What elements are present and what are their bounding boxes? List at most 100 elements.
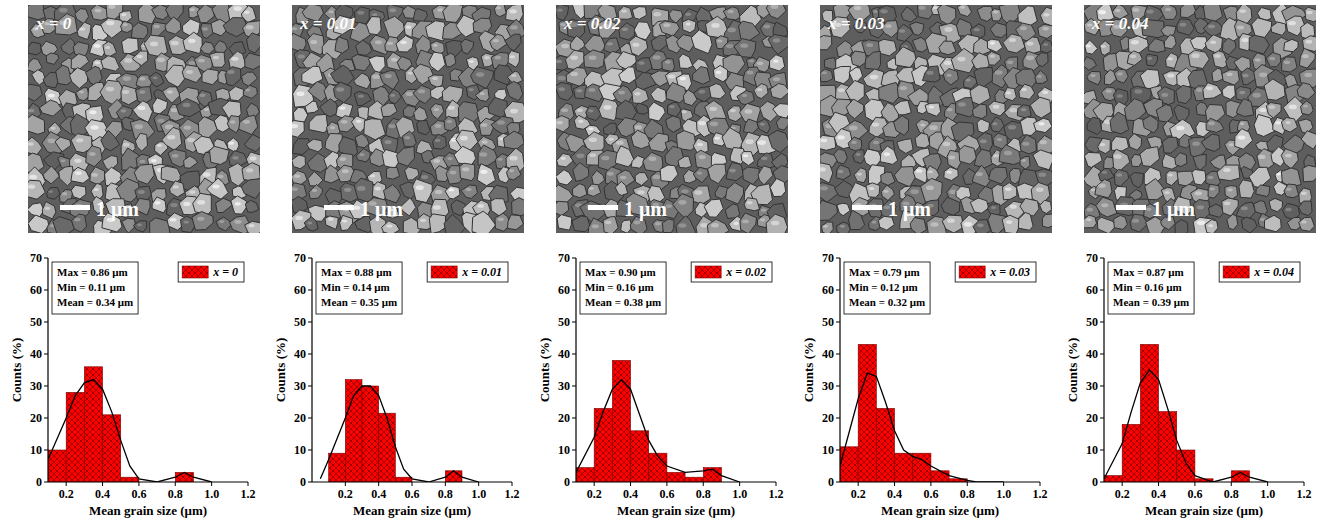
grain-highlight [106,21,114,26]
grain-highlight [995,70,1003,75]
grain [1033,150,1052,170]
grain [988,101,1005,116]
y-tick-label: 10 [30,443,42,457]
grain-highlight [990,41,996,44]
grain-highlight [123,23,128,26]
grain-highlight [139,77,145,81]
grain-highlight [678,223,686,227]
x-tick-label: 1.2 [241,487,256,501]
y-axis [1103,258,1104,482]
grain-highlight [1027,42,1034,46]
grain-highlight [1101,203,1108,207]
grain [429,52,445,72]
grain-highlight [668,74,675,78]
grain [382,150,399,169]
grain [1162,137,1178,153]
histogram-bar [612,360,630,482]
grain [944,167,958,181]
grain [1298,119,1313,134]
grain [42,201,56,219]
grain [454,146,476,165]
x-tick-label: 0.8 [438,487,453,501]
y-tick [308,450,312,451]
histogram-panel: 0102030405060700.20.40.60.81.01.2Mean gr… [273,251,520,518]
y-tick [308,386,312,387]
grain-highlight [235,202,241,206]
y-tick [44,418,48,419]
histogram-bar [395,477,412,482]
grain [853,150,865,164]
grain-highlight [681,189,688,193]
grain-highlight [589,153,596,157]
grain-highlight [1210,41,1216,45]
grain-highlight [250,156,257,160]
y-tick [572,418,576,419]
grain-highlight [357,186,365,191]
grain-highlight [558,76,566,81]
grain [1174,105,1189,122]
grain [505,34,521,51]
grain-highlight [561,44,569,49]
grain-highlight [416,185,424,190]
annotation: Min = 0.12 μm [849,281,918,293]
y-tick [836,258,840,259]
grain-highlight [570,72,578,76]
y-tick [836,290,840,291]
grain [28,42,41,55]
grain [880,146,898,164]
grain [866,183,880,198]
grain-highlight [172,154,179,158]
y-tick [572,354,576,355]
grain-highlight [840,225,845,228]
grain-highlight [761,209,767,212]
grain [901,7,917,22]
grain-highlight [1286,188,1292,191]
grain [1209,204,1224,217]
grain [200,42,214,54]
annotation-frame [844,262,930,314]
grain-highlight [385,74,392,78]
grain [1130,214,1148,232]
histogram-bar [175,472,193,482]
grain-highlight [838,170,843,173]
grain [197,5,214,23]
grain [90,167,105,185]
grain-highlight [79,91,84,94]
grain-highlight [495,56,501,60]
grain [556,201,569,216]
grain-highlight [947,218,955,222]
grain [183,32,202,53]
grain [989,167,1008,184]
grain [1181,5,1197,18]
grain-highlight [59,8,67,13]
histogram-bar [121,477,139,482]
grain [662,58,675,71]
grain-highlight [391,58,398,62]
grain-highlight [91,173,98,177]
grain-highlight [157,119,164,123]
grain [122,38,139,54]
grain-highlight [1038,122,1044,126]
grain [1227,214,1238,229]
grain [837,222,851,233]
grain-highlight [1147,10,1154,14]
histogram-bar [1159,412,1177,482]
grain [414,107,428,122]
grain-highlight [699,155,706,159]
grain-highlight [151,159,157,162]
grain-highlight [469,88,474,91]
grain [475,88,489,101]
grain-highlight [570,56,577,60]
grain [1003,183,1017,200]
histogram-bar [1140,344,1158,482]
grain [1225,186,1238,200]
grain-highlight [476,72,484,77]
grain [245,53,260,70]
grain [71,54,89,70]
grain-highlight [170,203,178,207]
x-axis-title: Mean grain size (μm) [89,503,207,518]
grain-highlight [697,143,703,146]
annotation-box: Max = 0.79 μmMin = 0.12 μmMean = 0.32 μm [844,262,930,314]
scale-bar [324,205,354,210]
grain [977,119,990,133]
